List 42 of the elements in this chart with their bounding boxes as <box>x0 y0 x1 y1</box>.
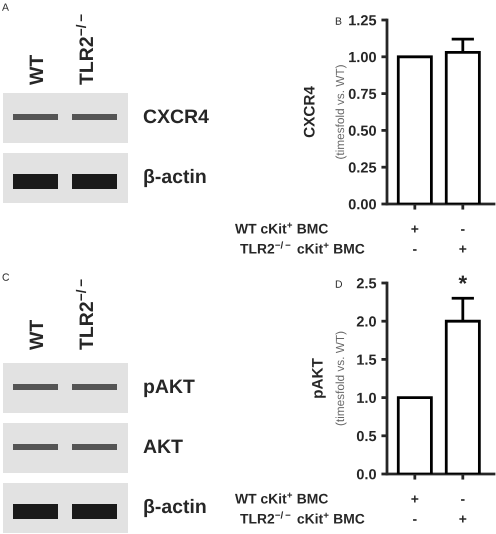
text: TLR2$^{−/−}$ cKit$^{+}$ BMC <box>240 241 364 254</box>
chart-title: B <box>336 18 342 25</box>
text: WT <box>30 54 44 85</box>
y-tick-label: 2.0 <box>356 316 376 327</box>
y-tick-label: 1.25 <box>349 15 376 26</box>
text: + <box>459 515 466 522</box>
text: TLR2$^{−/−}$ cKit$^{+}$ BMC <box>240 511 364 524</box>
text: A <box>2 4 9 11</box>
text: + <box>411 495 418 502</box>
text: β-actin <box>144 168 206 188</box>
text: WT cKit$^{+}$ BMC <box>235 222 328 234</box>
y-axis-title: CXCR4 <box>304 86 315 138</box>
text: AKT <box>143 440 183 454</box>
y-tick-label: 0.75 <box>348 88 376 100</box>
y-tick-label: 1.00 <box>349 52 376 62</box>
y-tick-label: 0.0 <box>356 469 376 480</box>
text: WT cKit$^{+}$ BMC <box>235 492 328 504</box>
y-axis-title: pAKT <box>312 358 326 398</box>
text: WT <box>30 320 44 350</box>
text: - <box>413 249 417 251</box>
y-tick-label: 0.5 <box>356 430 376 442</box>
text: - <box>461 499 465 501</box>
text: + <box>411 225 418 232</box>
text: β-actin <box>144 498 206 518</box>
y-tick-label: 0.50 <box>348 126 376 136</box>
text: (timesfold vs. WT) <box>335 332 346 426</box>
y-tick-label: 0.00 <box>348 199 376 210</box>
y-tick-label: 1.5 <box>357 354 376 365</box>
text: CXCR4 <box>144 109 209 124</box>
annotation: * <box>458 276 468 284</box>
y-tick-label: 0.25 <box>348 162 376 173</box>
text: - <box>413 519 417 521</box>
text: TLR2$^{−/−}$ <box>76 14 93 85</box>
text: TLR2$^{−/−}$ <box>76 279 93 350</box>
text: (timesfold vs. WT) <box>335 65 346 159</box>
chart-title: D <box>336 280 342 288</box>
text: C <box>2 273 10 281</box>
y-tick-label: 2.5 <box>356 278 376 288</box>
text: + <box>459 245 466 252</box>
text: - <box>461 229 465 231</box>
text: pAKT <box>144 380 195 398</box>
y-tick-label: 1.0 <box>357 392 376 404</box>
